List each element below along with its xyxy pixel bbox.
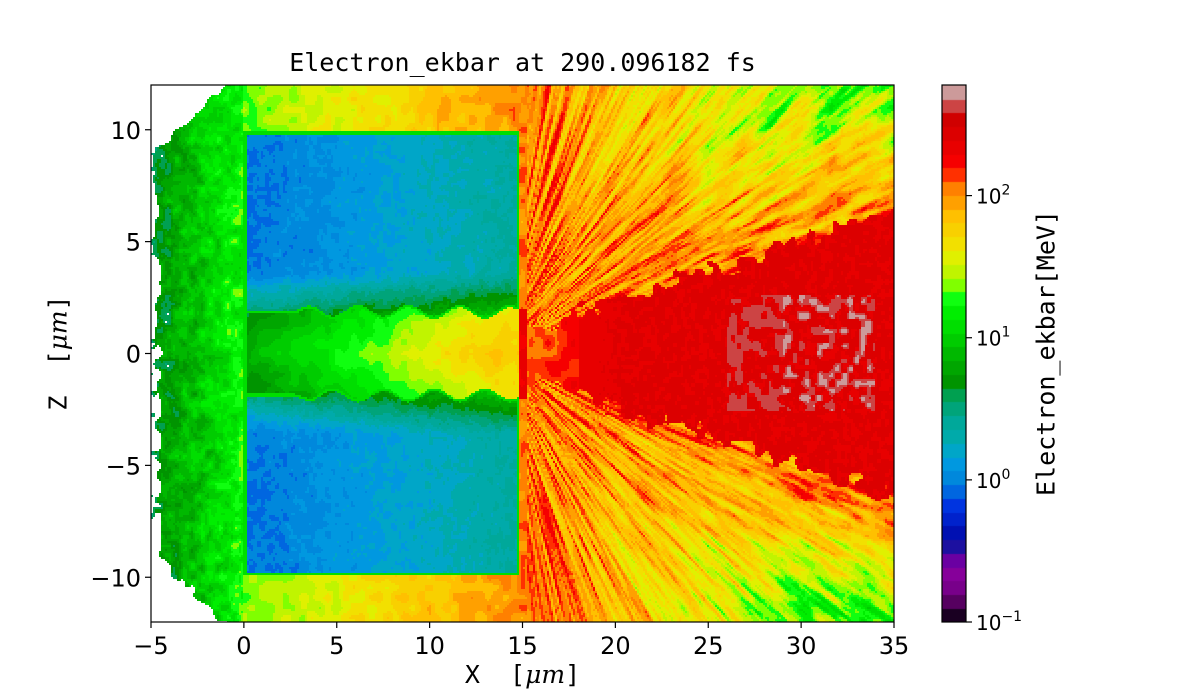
chart-title: Electron_ekbar at 290.096182 fs [289,48,756,77]
x-tick-label: 15 [507,632,538,660]
y-label-unit: μm [43,310,73,351]
colorbar [942,85,966,622]
x-axis-label: X [μm] [151,660,894,689]
y-label-prefix: Z [ [43,350,73,411]
y-axis-label: Z [μm] [44,295,73,410]
colorbar-tick-label: 10−1 [976,609,1022,635]
x-tick-label: 25 [693,632,724,660]
heatmap-field [151,85,894,622]
x-tick-label: 5 [329,632,344,660]
x-tick-label: −5 [133,632,168,660]
plot-frame [150,84,895,623]
x-label-prefix: X [ [464,660,526,689]
x-tick-label: 10 [414,632,445,660]
y-tick-label: −5 [106,452,141,480]
x-tick-label: 0 [236,632,251,660]
y-tick-label: −10 [90,564,141,592]
colorbar-label: Electron_ekbar[MeV] [1031,210,1061,496]
y-tick-label: 5 [126,229,141,257]
x-tick-label: 35 [879,632,910,660]
x-label-suffix: ] [565,660,581,689]
x-label-unit: μm [525,660,566,689]
colorbar-tick-label: 100 [976,467,1010,493]
y-tick-label: 10 [110,117,141,145]
colorbar-frame [941,84,967,623]
colorbar-tick-label: 101 [976,325,1010,351]
colorbar-tick-label: 102 [976,183,1010,209]
x-tick-label: 20 [600,632,631,660]
y-tick-label: 0 [126,341,141,369]
y-label-suffix: ] [43,295,73,311]
x-tick-label: 30 [786,632,817,660]
